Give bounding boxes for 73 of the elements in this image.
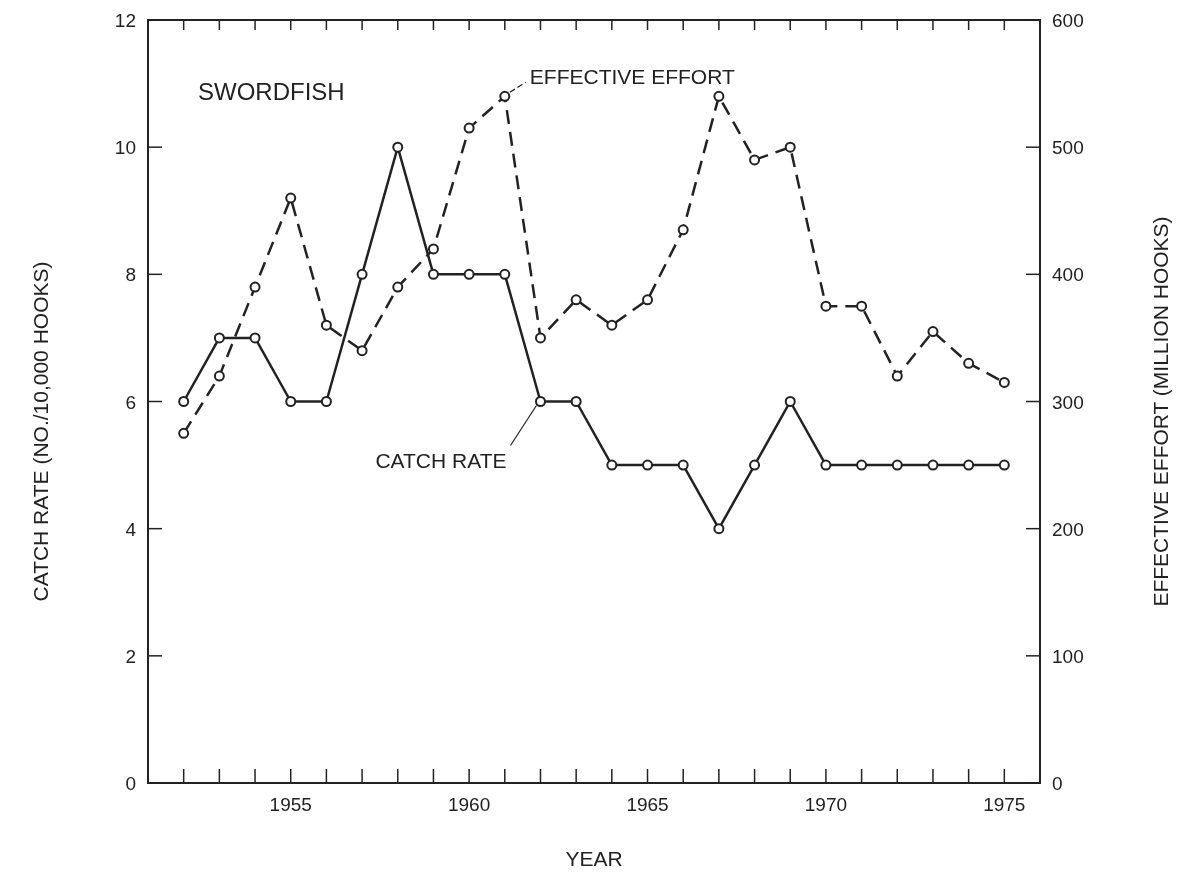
x-axis-title: YEAR	[565, 847, 623, 870]
point	[963, 357, 975, 369]
point	[285, 396, 297, 407]
point	[534, 332, 546, 344]
y-tick-label: 12	[114, 10, 136, 31]
point	[963, 459, 975, 471]
point	[606, 319, 618, 331]
point	[677, 224, 689, 236]
point	[642, 459, 654, 471]
point	[677, 459, 689, 471]
y-tick-label: 2	[125, 645, 136, 667]
point	[784, 396, 796, 407]
y2-tick-label: 100	[1052, 645, 1084, 667]
y2-axis-title: EFFECTIVE EFFORT (MILLION HOOKS)	[1149, 216, 1172, 607]
y2-tick-label: 0	[1052, 773, 1063, 794]
point	[249, 332, 261, 344]
point	[463, 268, 475, 280]
point	[927, 459, 939, 471]
x-tick-label: 1970	[804, 794, 848, 815]
text: CATCH RATE	[375, 448, 507, 472]
point	[713, 90, 725, 102]
point	[606, 459, 618, 471]
point	[820, 459, 832, 471]
point	[570, 396, 582, 407]
y2-tick-label: 300	[1052, 391, 1084, 413]
point	[570, 294, 582, 306]
point	[356, 345, 368, 357]
point	[642, 294, 654, 306]
y-axis-title: CATCH RATE (NO./10,000 HOOKS)	[29, 261, 52, 602]
point	[891, 459, 903, 471]
point	[356, 268, 368, 280]
y2-tick-label: 400	[1052, 264, 1084, 286]
x-tick-label: 1955	[269, 794, 312, 815]
point	[749, 459, 761, 471]
point	[213, 370, 225, 382]
x-tick-label: 1975	[983, 794, 1026, 815]
x-tick-label: 1960	[447, 794, 491, 815]
y-tick-label: 6	[125, 391, 136, 413]
y2-tick-label: 500	[1052, 137, 1084, 159]
y-tick-label: 8	[125, 264, 136, 286]
point	[213, 332, 225, 344]
y-tick-label: 4	[125, 518, 137, 540]
point	[998, 459, 1010, 471]
point	[927, 326, 939, 338]
annotation: SWORDFISH	[198, 78, 345, 105]
point	[427, 268, 439, 280]
point	[285, 192, 297, 204]
point	[178, 427, 190, 439]
point	[427, 243, 439, 255]
point	[499, 90, 511, 102]
y2-tick-label: 600	[1052, 10, 1084, 31]
point	[998, 376, 1010, 388]
point	[392, 141, 404, 153]
y-tick-label: 10	[114, 137, 136, 159]
point	[534, 396, 546, 407]
point	[820, 300, 832, 312]
point	[463, 122, 475, 134]
y-tick-label: 0	[125, 773, 136, 794]
point	[713, 523, 725, 535]
point	[499, 268, 511, 280]
point	[749, 154, 761, 166]
y2-tick-label: 200	[1052, 518, 1084, 540]
point	[249, 281, 261, 293]
point	[784, 141, 796, 153]
legend-label: EFFECTIVE EFFORT	[529, 65, 735, 89]
point	[320, 319, 332, 331]
x-tick-label: 1965	[626, 794, 669, 815]
point	[856, 459, 868, 471]
point	[856, 300, 868, 312]
point	[891, 370, 903, 382]
point	[320, 396, 332, 407]
point	[392, 281, 404, 293]
point	[178, 396, 190, 407]
